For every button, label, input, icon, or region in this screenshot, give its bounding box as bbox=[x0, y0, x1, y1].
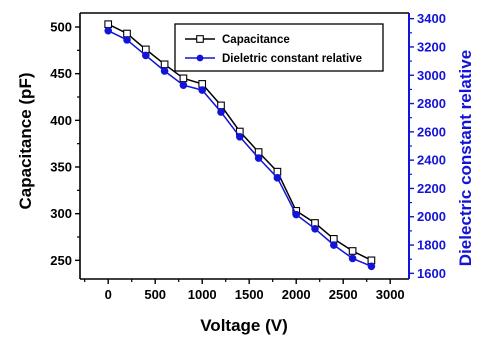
data-point-circle bbox=[348, 254, 357, 263]
data-point-square bbox=[160, 60, 169, 69]
data-point-circle bbox=[217, 108, 225, 116]
y-tick-label-left: 450 bbox=[50, 66, 72, 81]
data-point-circle bbox=[104, 26, 112, 35]
x-tick-label: 1000 bbox=[188, 287, 217, 302]
x-tick-label: 2500 bbox=[329, 287, 358, 302]
y-tick-label-right: 2800 bbox=[417, 96, 446, 111]
y-tick-label-right: 2400 bbox=[417, 153, 446, 168]
data-point-circle bbox=[179, 81, 188, 89]
data-point-square bbox=[329, 235, 338, 243]
y-tick-label-left: 250 bbox=[50, 253, 72, 268]
x-tick-label: 500 bbox=[144, 287, 166, 302]
y-tick-label-left: 500 bbox=[50, 20, 72, 35]
data-point-circle bbox=[254, 154, 263, 162]
data-point-square bbox=[273, 167, 282, 176]
y-tick-label-right: 3200 bbox=[417, 39, 446, 54]
data-point-square bbox=[123, 29, 131, 38]
x-tick-label: 3000 bbox=[376, 287, 405, 302]
data-point-circle bbox=[160, 67, 169, 75]
data-point-circle bbox=[273, 174, 282, 182]
data-point-square bbox=[217, 101, 225, 110]
y-axis-title-left: Capacitance (pF) bbox=[16, 73, 35, 210]
y-tick-label-right: 2000 bbox=[417, 209, 446, 224]
x-axis-title: Voltage (V) bbox=[200, 316, 288, 335]
data-point-circle bbox=[367, 262, 376, 271]
data-point-circle bbox=[198, 86, 207, 94]
data-point-square bbox=[198, 80, 207, 88]
legend-box bbox=[174, 23, 384, 72]
y-tick-label-right: 3000 bbox=[417, 68, 446, 83]
y-tick-label-right: 2200 bbox=[417, 181, 446, 196]
data-point-circle bbox=[329, 241, 338, 249]
x-tick-label: 1500 bbox=[235, 287, 264, 302]
data-point-circle bbox=[292, 210, 301, 219]
legend-label: Dieletric constant relative bbox=[222, 53, 362, 65]
data-point-square bbox=[348, 247, 357, 255]
x-tick-label: 2000 bbox=[282, 287, 311, 302]
data-point-circle bbox=[123, 36, 131, 44]
data-point-square bbox=[179, 74, 188, 83]
x-tick-label: 0 bbox=[105, 287, 112, 302]
y-tick-label-left: 350 bbox=[50, 160, 72, 175]
legend-marker-circle bbox=[196, 54, 204, 62]
legend-marker-square bbox=[196, 35, 204, 43]
data-point-circle bbox=[311, 224, 319, 233]
legend-label: Capacitance bbox=[222, 34, 290, 46]
y-axis-title-right: Dielectric constant relative bbox=[456, 50, 475, 266]
y-tick-label-right: 1600 bbox=[417, 266, 446, 281]
data-point-circle bbox=[236, 133, 244, 141]
series-dielectric-constant bbox=[104, 26, 376, 271]
y-tick-label-left: 400 bbox=[50, 113, 72, 128]
y-tick-label-right: 2600 bbox=[417, 124, 446, 139]
y-tick-label-left: 300 bbox=[50, 206, 72, 221]
y-tick-label-right: 1800 bbox=[417, 238, 446, 253]
data-point-circle bbox=[142, 51, 150, 60]
data-point-square bbox=[104, 20, 113, 29]
y-tick-label-right: 3400 bbox=[417, 11, 446, 26]
